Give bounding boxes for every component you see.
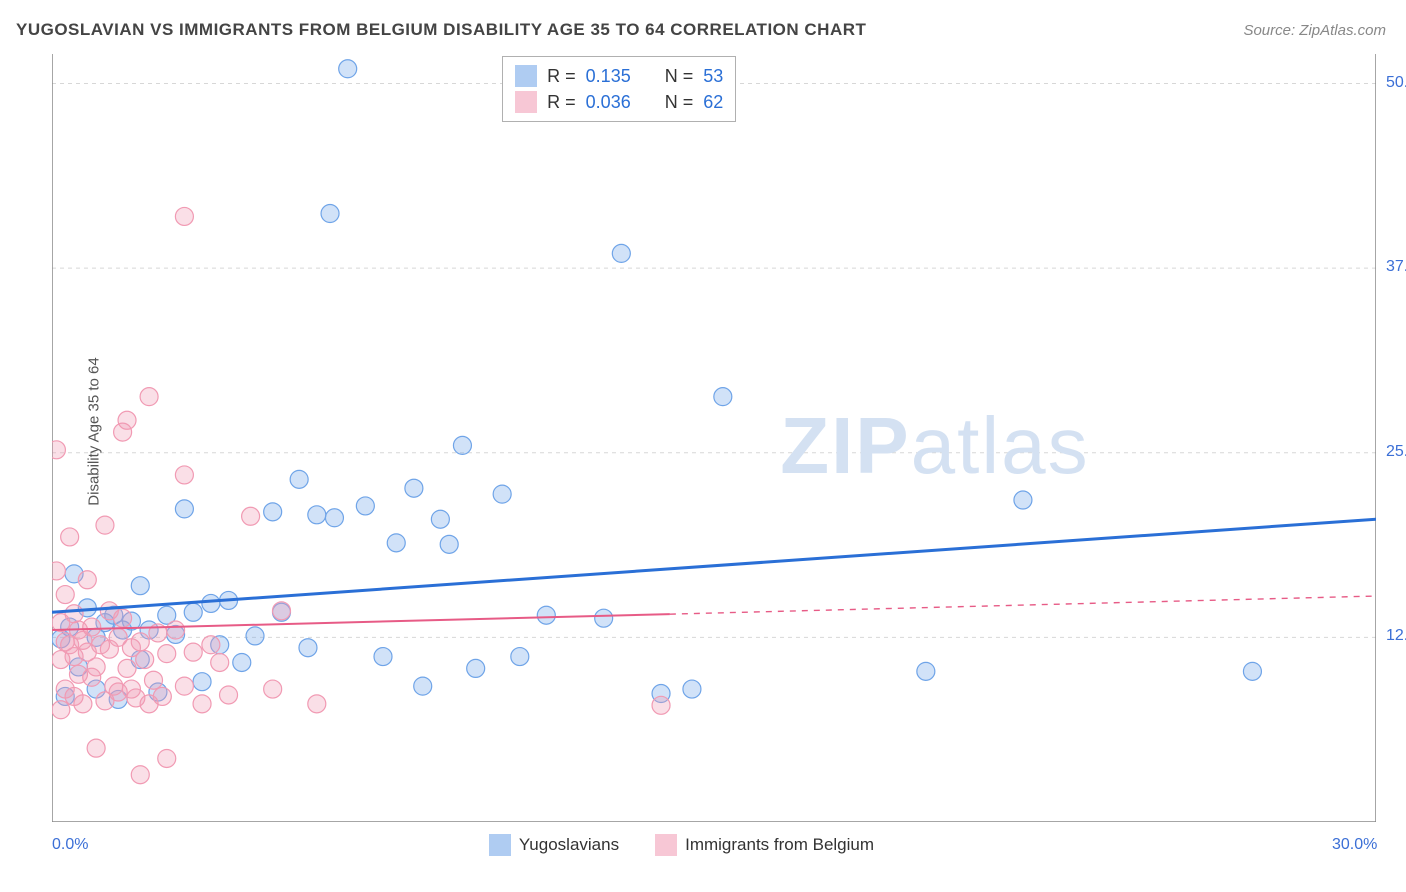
legend-stat-row: R = 0.036N = 62 <box>515 89 723 115</box>
legend-item: Immigrants from Belgium <box>655 834 874 856</box>
x-tick-label: 30.0% <box>1332 836 1377 854</box>
legend-stat-row: R = 0.135N = 53 <box>515 63 723 89</box>
source-label: Source: ZipAtlas.com <box>1243 22 1386 39</box>
legend-label: Yugoslavians <box>519 835 619 855</box>
legend-label: Immigrants from Belgium <box>685 835 874 855</box>
legend-swatch <box>655 834 677 856</box>
scatter-plot <box>52 54 1376 822</box>
legend-item: Yugoslavians <box>489 834 619 856</box>
legend-swatch <box>515 65 537 87</box>
x-tick-label: 0.0% <box>52 836 88 854</box>
chart-title: YUGOSLAVIAN VS IMMIGRANTS FROM BELGIUM D… <box>16 20 866 40</box>
y-tick-label: 37.5% <box>1386 258 1406 276</box>
y-axis-title: Disability Age 35 to 64 <box>86 357 103 505</box>
legend-swatch <box>489 834 511 856</box>
y-tick-label: 12.5% <box>1386 627 1406 645</box>
series-legend: Yugoslavians Immigrants from Belgium <box>489 834 874 856</box>
y-tick-label: 50.0% <box>1386 74 1406 92</box>
y-tick-label: 25.0% <box>1386 443 1406 461</box>
legend-swatch <box>515 91 537 113</box>
correlation-legend: R = 0.135N = 53R = 0.036N = 62 <box>502 56 736 122</box>
